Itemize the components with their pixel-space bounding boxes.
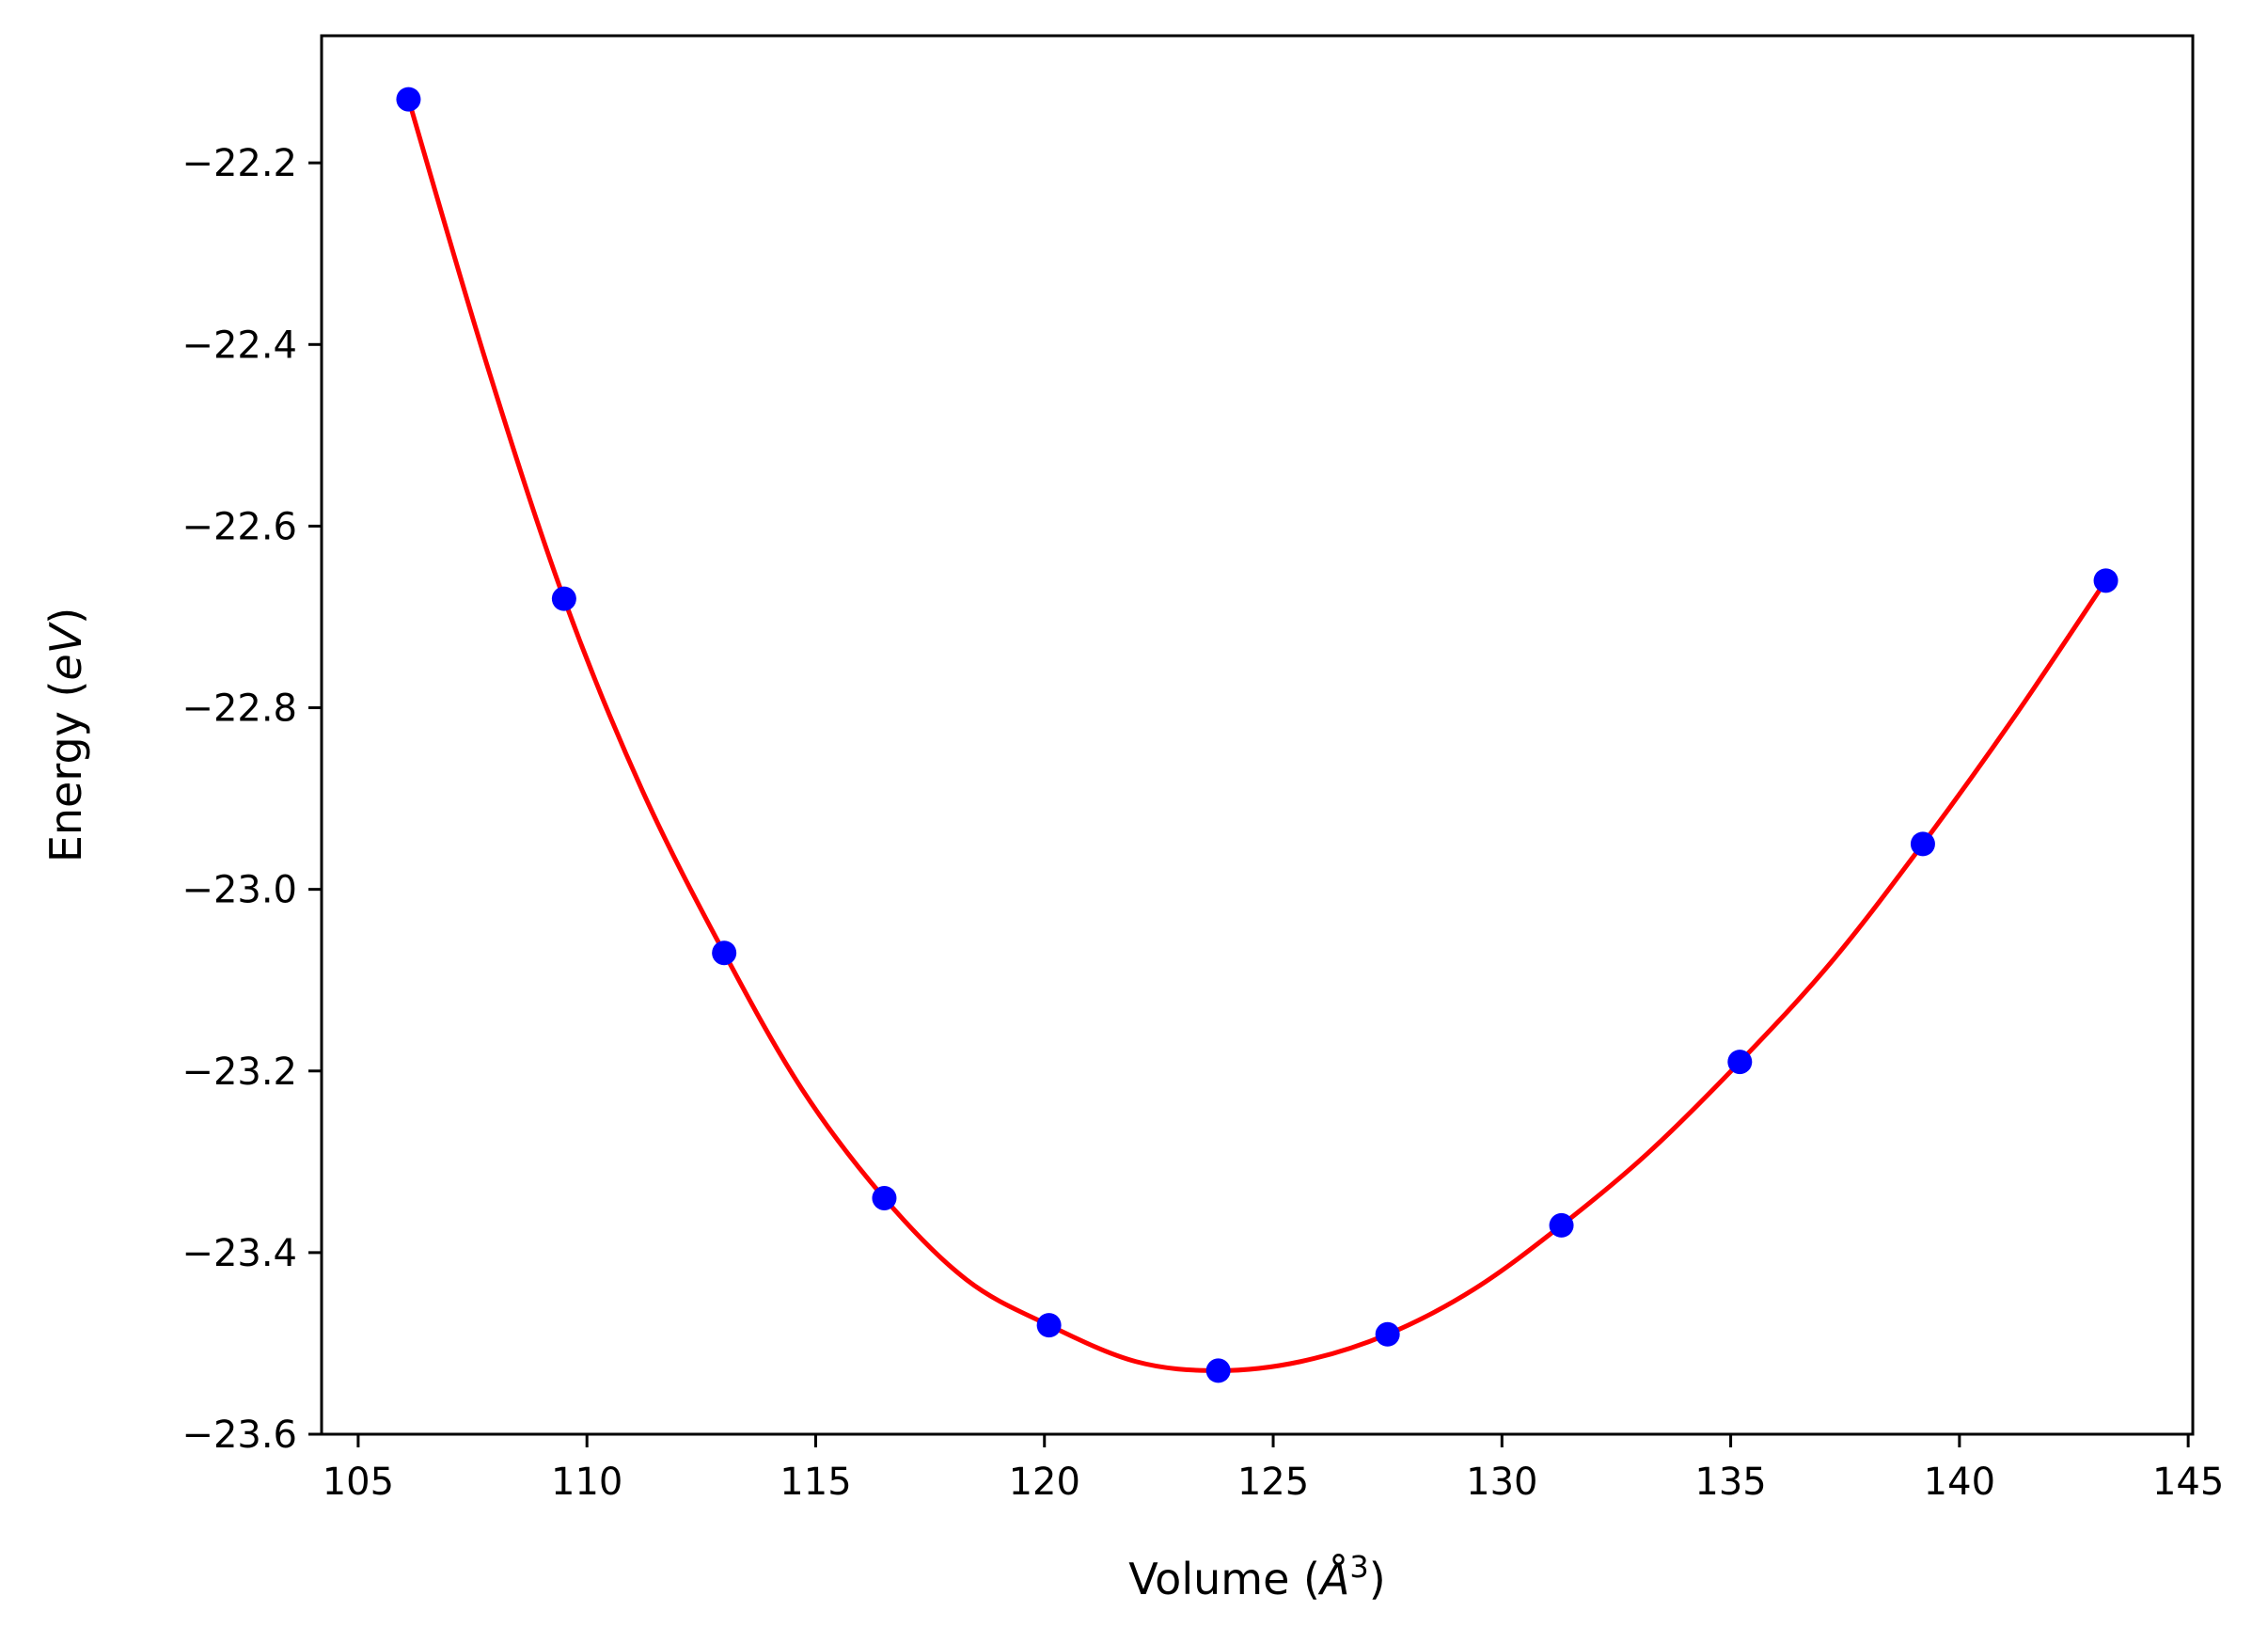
data-point [1205, 1358, 1231, 1383]
y-tick-label: −22.8 [181, 687, 297, 731]
y-tick-label: −23.4 [181, 1232, 297, 1275]
data-point [2093, 568, 2118, 593]
y-axis-label-suffix: ) [40, 608, 91, 624]
data-point [1727, 1050, 1753, 1075]
y-axis-label-prefix: Energy ( [40, 681, 91, 863]
x-tick-label: 125 [1237, 1461, 1309, 1504]
x-tick-label: 110 [551, 1461, 622, 1504]
x-tick-label: 145 [2152, 1461, 2224, 1504]
plot-area [396, 87, 2118, 1383]
x-axis-label: Volume (Å3) [1128, 1549, 1385, 1604]
y-tick-label: −22.4 [181, 324, 297, 367]
x-ticks: 105 110 115 120 125 130 135 140 145 [323, 1434, 2224, 1504]
fit-curve-line [406, 98, 2108, 1373]
data-point [872, 1185, 897, 1210]
x-axis-label-superscript: 3 [1349, 1549, 1368, 1585]
data-point [712, 940, 737, 966]
x-tick-label: 105 [323, 1461, 394, 1504]
x-tick-label: 120 [1009, 1461, 1080, 1504]
y-tick-label: −22.2 [181, 142, 297, 185]
y-tick-label: −23.0 [181, 869, 297, 912]
x-axis-label-prefix: Volume ( [1128, 1554, 1320, 1604]
data-point [396, 87, 421, 112]
x-tick-label: 115 [780, 1461, 851, 1504]
x-tick-label: 135 [1694, 1461, 1766, 1504]
y-tick-label: −22.6 [181, 505, 297, 548]
data-point [1375, 1321, 1400, 1347]
data-point [1036, 1313, 1062, 1338]
axes [320, 34, 2195, 1436]
y-ticks: −22.2 −22.4 −22.6 −22.8 −23.0 −23.2 −23.4 −23.6 [181, 142, 322, 1457]
y-tick-label: −23.6 [181, 1414, 297, 1457]
y-axis-label: Energy (eV) [40, 608, 91, 862]
x-tick-label: 140 [1924, 1461, 1995, 1504]
data-point [1910, 831, 1935, 857]
x-axis-label-suffix: ) [1369, 1554, 1386, 1604]
y-axis-label-unit: eV [40, 621, 91, 680]
x-axis-label-symbol: Å [1317, 1554, 1349, 1604]
data-point [551, 586, 576, 611]
y-tick-label: −23.2 [181, 1051, 297, 1094]
plot-frame [320, 34, 2195, 1436]
x-tick-label: 130 [1466, 1461, 1537, 1504]
data-point [1549, 1212, 1574, 1238]
